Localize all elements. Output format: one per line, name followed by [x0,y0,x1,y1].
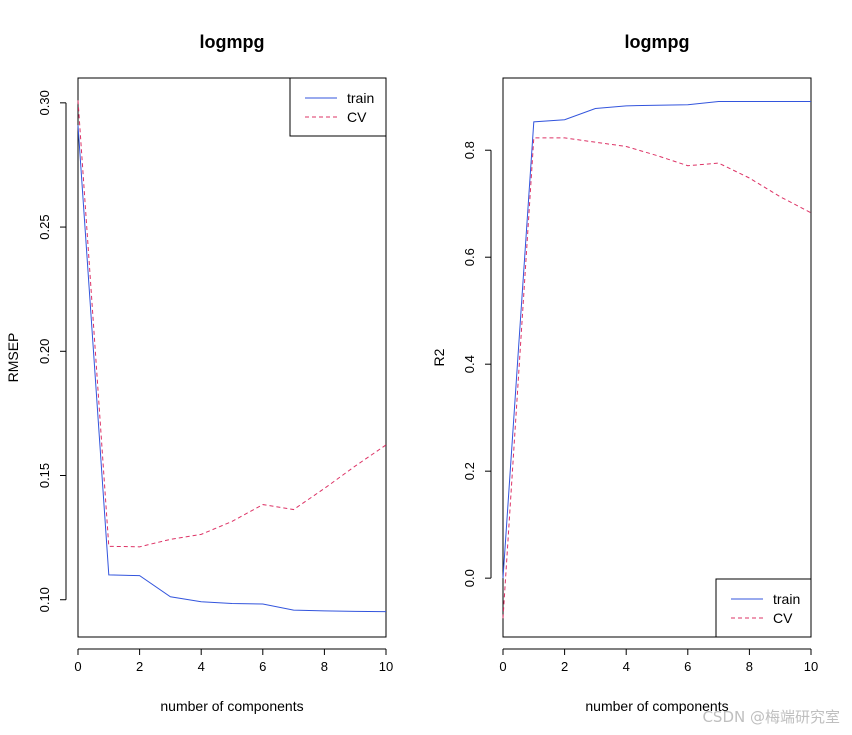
chart-title: logmpg [200,32,265,52]
x-tick-label: 10 [804,659,818,674]
series-line-cv [77,100,387,548]
y-axis-label: RMSEP [5,333,21,383]
x-tick-label: 8 [321,659,328,674]
x-tick-label: 6 [684,659,691,674]
x-tick-label: 6 [259,659,266,674]
x-tick-label: 4 [198,659,205,674]
x-tick-label: 2 [561,659,568,674]
chart-panel-1: logmpg 0 2 4 6 8 10 number of components 0.10 0.1… [5,32,393,714]
y-tick-label: 0.6 [462,248,477,266]
watermark: CSDN @梅端研究室 [702,708,840,726]
legend: train CV [289,77,387,137]
legend-box [289,77,387,137]
y-tick-label: 0.10 [37,587,52,612]
legend: train CV [715,578,812,638]
legend-label-cv: CV [773,610,793,626]
y-tick-label: 0.4 [462,355,477,373]
series-line-train [502,101,811,579]
y-tick-label: 0.8 [462,141,477,159]
x-tick-label: 2 [136,659,143,674]
legend-box [715,578,812,638]
x-axis-label: number of components [585,698,728,714]
x-axis-label: number of components [160,698,303,714]
x-tick-label: 8 [746,659,753,674]
plot-frame [77,77,387,638]
y-tick-label: 0.2 [462,462,477,480]
series-line-cv [502,137,812,619]
y-axis-label: R2 [431,348,447,366]
x-tick-label: 4 [623,659,630,674]
x-tick-label: 10 [379,659,393,674]
chart-title: logmpg [625,32,690,52]
legend-label-cv: CV [347,109,367,125]
x-tick-label: 0 [499,659,506,674]
legend-label-train: train [347,90,374,106]
series-line-train [77,125,387,613]
y-tick-label: 0.15 [37,463,52,488]
y-tick-label: 0.25 [37,214,52,239]
plot-frame [502,77,812,638]
y-tick-label: 0.0 [462,569,477,587]
legend-label-train: train [773,591,800,607]
chart-panel-2: logmpg 0 2 4 6 8 10 number of components 0.0 0.2 0… [431,32,818,714]
y-tick-label: 0.30 [37,90,52,115]
y-tick-label: 0.20 [37,339,52,364]
x-tick-label: 0 [74,659,81,674]
